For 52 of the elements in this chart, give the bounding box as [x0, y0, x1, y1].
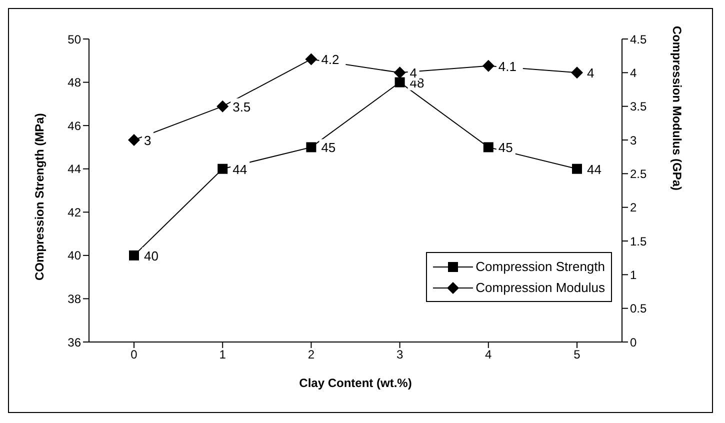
point: [305, 53, 318, 66]
y2-tick-label: 0: [630, 335, 637, 350]
data-label: 45: [498, 140, 513, 156]
y2-tick-label: 3.5: [630, 100, 648, 114]
y2-tick-label: 1: [630, 268, 637, 282]
data-label: 45: [321, 140, 336, 156]
data-label: 4: [587, 66, 594, 81]
y-tick-label: 46: [68, 118, 82, 133]
point: [218, 164, 228, 174]
y2-tick-label: 0.5: [630, 302, 648, 316]
y-tick-label: 40: [68, 248, 82, 263]
point: [306, 142, 316, 152]
point: [394, 66, 406, 79]
x-tick-label: 1: [219, 348, 226, 362]
data-label: 4.1: [498, 58, 516, 74]
y-tick-label: 42: [68, 205, 82, 220]
y-tick-label: 50: [68, 32, 82, 46]
point: [483, 142, 494, 152]
y2-tick-label: 3: [630, 133, 637, 148]
data-label: 3.5: [232, 99, 251, 114]
point: [572, 164, 582, 174]
y-tick-label: 48: [68, 76, 82, 90]
y2-tick-label: 2: [630, 200, 637, 215]
point: [216, 100, 229, 112]
point: [482, 60, 494, 72]
data-label: 44: [232, 162, 248, 177]
y-tick-label: 36: [68, 335, 82, 350]
x-tick-label: 4: [485, 348, 492, 362]
data-label: 44: [587, 162, 602, 177]
y-axis-title: COmpression Strength (MPa): [32, 113, 46, 280]
x-tick-label: 3: [396, 348, 404, 362]
y-tick-label: 44: [68, 162, 82, 176]
data-label: 40: [144, 248, 158, 264]
point: [394, 77, 405, 88]
point: [128, 134, 140, 146]
point: [571, 66, 583, 79]
point: [129, 250, 139, 260]
y2-tick-label: 4.5: [630, 32, 648, 46]
legend-label: Compression Strength: [476, 259, 605, 274]
y2-tick-label: 2.5: [630, 166, 648, 181]
y2-tick-label: 1.5: [630, 234, 648, 248]
legend-label: Compression Modulus: [476, 280, 605, 295]
x-axis-title: Clay Content (wt.%): [299, 376, 412, 390]
data-label: 4: [410, 66, 418, 81]
y2-axis-title: Compression Modulus (GPa): [670, 26, 684, 190]
x-tick-label: 0: [130, 348, 138, 362]
data-label: 4.2: [321, 52, 340, 68]
data-label: 3: [144, 133, 152, 148]
x-tick-label: 5: [574, 348, 581, 362]
y-tick-label: 38: [68, 292, 82, 306]
x-tick-label: 2: [308, 348, 315, 362]
y2-tick-label: 4: [630, 66, 637, 80]
